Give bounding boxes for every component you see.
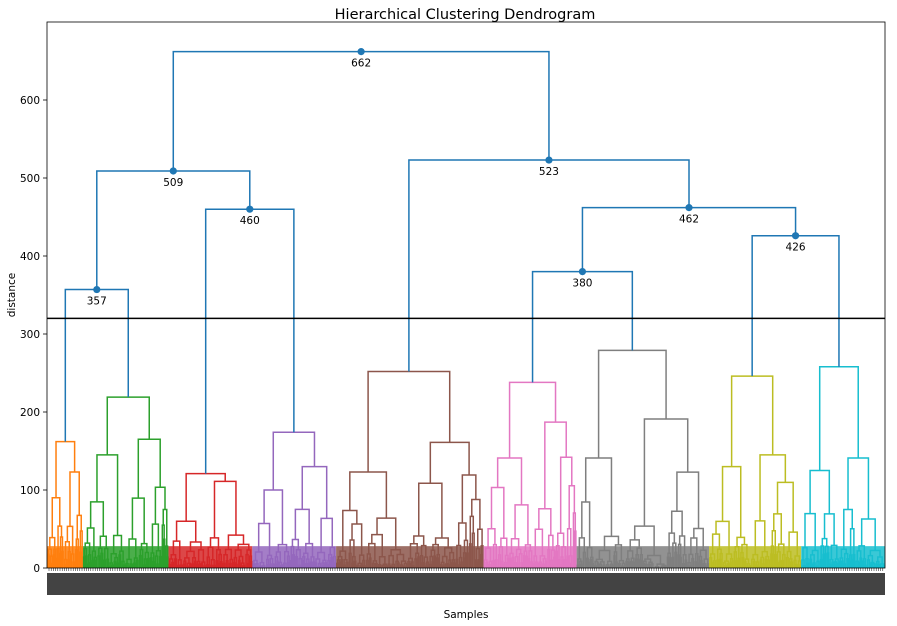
node-marker-380 [578, 268, 587, 276]
cluster-link [461, 474, 477, 523]
node-marker-460 [246, 205, 254, 213]
cluster-link [557, 532, 565, 547]
node-label-662: 662 [351, 58, 371, 70]
y-tick-label: 500 [20, 173, 40, 185]
node-label-462: 462 [679, 214, 699, 226]
cluster-link [566, 528, 572, 557]
cluster-link [572, 512, 577, 568]
cluster-link [112, 534, 123, 554]
cluster-leaf-band [336, 546, 484, 568]
cluster-leaf-band [252, 546, 337, 568]
node-marker-426 [791, 232, 800, 240]
node-markers: 357 380 426 460 462 509 523 662 [87, 48, 806, 308]
cluster-link [434, 537, 449, 548]
cluster-orange [46, 440, 84, 568]
cluster-link [715, 520, 730, 555]
cluster-link [771, 530, 777, 555]
cluster-link [670, 510, 683, 536]
cluster-link [257, 522, 271, 556]
cluster-leaf-band [801, 546, 885, 568]
cluster-leaf-band [576, 546, 710, 568]
cluster-link [821, 537, 828, 547]
node-label-460: 460 [240, 215, 260, 227]
node-label-523: 523 [539, 166, 559, 178]
cluster-link [849, 528, 855, 556]
y-tick-label: 100 [20, 485, 40, 497]
y-tick-label: 600 [20, 95, 40, 107]
cluster-link [413, 535, 425, 546]
cluster-leaf-band [483, 546, 577, 568]
cluster-link [736, 536, 746, 547]
node-marker-523 [545, 156, 553, 164]
cluster-link [151, 523, 160, 554]
cluster-leaf-band [168, 546, 253, 568]
cluster-link [629, 539, 640, 551]
cluster-link [131, 497, 145, 544]
y-tick-label: 200 [20, 407, 40, 419]
node-label-357: 357 [87, 296, 107, 308]
cluster-link [678, 535, 686, 555]
x-tick-labels-band [47, 573, 885, 595]
axes: 0 100 200 300 400 500 600 [20, 21, 886, 595]
cluster-purple [252, 431, 337, 568]
y-tick-label: 300 [20, 329, 40, 341]
cluster-brown [336, 370, 484, 568]
x-leaf-ticks [47, 568, 885, 595]
y-axis-label: distance [6, 273, 18, 318]
cluster-link [754, 520, 766, 555]
cluster-gray [576, 349, 710, 568]
x-axis-label: Samples [444, 609, 489, 621]
cluster-leaf-band [83, 546, 169, 568]
cluster-link [823, 513, 835, 546]
cluster-link [568, 484, 576, 529]
cluster-link [86, 527, 95, 552]
cluster-link [693, 527, 704, 551]
cluster-link [418, 482, 443, 538]
cluster-link [469, 515, 475, 544]
node-label-380: 380 [572, 278, 592, 290]
cluster-link [76, 514, 82, 540]
node-marker-357 [93, 285, 101, 294]
cluster-red [168, 472, 253, 568]
cluster-link [843, 508, 853, 550]
cluster-link [162, 508, 168, 547]
cluster-link [471, 498, 481, 530]
chart-title: Hierarchical Clustering Dendrogram [335, 7, 596, 23]
cluster-link [581, 501, 591, 548]
cluster-leaf-band [709, 546, 802, 568]
cluster-olive [709, 375, 802, 568]
cluster-leaf-band [47, 546, 84, 568]
node-marker-662 [357, 48, 365, 56]
cluster-link [209, 537, 220, 550]
node-marker-509 [169, 167, 177, 175]
node-label-426: 426 [786, 242, 806, 254]
cluster-link [371, 533, 383, 557]
cluster-link [514, 504, 529, 545]
cluster-link [57, 525, 63, 549]
node-marker-462 [685, 204, 693, 212]
y-tick-label: 0 [33, 563, 40, 575]
plot-area: 357 380 426 460 462 509 523 662 [46, 48, 886, 568]
plot-frame [46, 21, 886, 569]
y-tick-label: 400 [20, 251, 40, 263]
node-label-509: 509 [163, 177, 183, 189]
cluster-link [89, 501, 105, 537]
cluster-link [603, 535, 620, 551]
